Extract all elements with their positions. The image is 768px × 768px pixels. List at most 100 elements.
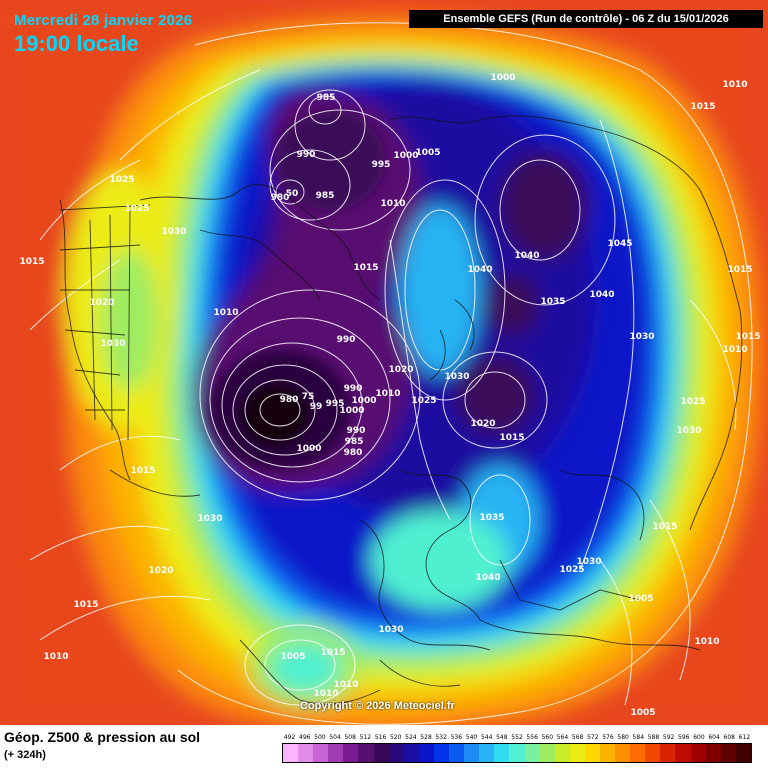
pressure-label: 1015: [735, 332, 760, 342]
pressure-label: 1035: [540, 297, 565, 307]
pressure-label: 1000: [339, 406, 364, 416]
pressure-label: 1015: [690, 102, 715, 112]
color-scale-value: 608: [723, 734, 735, 741]
color-scale-swatch: [358, 744, 374, 762]
pressure-label: 1010: [43, 652, 68, 662]
pressure-label: 1015: [19, 257, 44, 267]
pressure-label: 1000: [296, 444, 321, 454]
pressure-label: 1040: [467, 265, 492, 275]
pressure-label: 1025: [559, 565, 584, 575]
color-scale-value: 492: [283, 734, 296, 741]
color-scale-swatch: [373, 744, 389, 762]
pressure-label: 1005: [280, 652, 305, 662]
color-scale-swatch: [645, 744, 661, 762]
pressure-label: 985: [316, 191, 335, 201]
pressure-label: 1030: [576, 557, 601, 567]
pressure-label: 75: [302, 392, 315, 402]
pressure-label: 1010: [380, 199, 405, 209]
pressure-label: 995: [372, 160, 391, 170]
color-scale-value: 512: [359, 734, 372, 741]
color-scale-swatch: [403, 744, 419, 762]
pressure-label: 1015: [130, 466, 155, 476]
coastlines: [59, 115, 743, 705]
pressure-label: 1030: [629, 332, 654, 342]
pressure-label: 1020: [388, 365, 413, 375]
color-scale-value: 596: [678, 734, 690, 741]
color-scale-swatch: [690, 744, 706, 762]
color-scale-value: 592: [662, 734, 675, 741]
color-scale-swatch: [283, 744, 299, 762]
pressure-label: 1015: [73, 600, 98, 610]
color-scale-swatch: [494, 744, 510, 762]
pressure-label: 1040: [589, 290, 614, 300]
color-scale-value: 552: [511, 734, 523, 741]
pressure-label: 1010: [313, 689, 338, 699]
pressure-label: 1025: [124, 204, 149, 214]
color-scale-swatch: [479, 744, 495, 762]
color-scale-value: 504: [329, 734, 341, 741]
color-scale-value: 540: [465, 734, 478, 741]
pressure-label: 1010: [375, 389, 400, 399]
color-scale-swatch: [449, 744, 465, 762]
pressure-label: 1010: [722, 345, 747, 355]
pressure-label: 1030: [197, 514, 222, 524]
color-scale-value: 576: [602, 734, 614, 741]
copyright-text: Copyright © 2026 Meteociel.fr: [300, 700, 455, 712]
color-scale-value: 500: [314, 734, 326, 741]
color-scale-value: 544: [480, 734, 493, 741]
color-scale-value: 588: [647, 734, 660, 741]
pressure-label: 1015: [353, 263, 378, 273]
pressure-label: 1025: [680, 397, 705, 407]
color-scale-value: 604: [708, 734, 720, 741]
weather-map: 1010 1015 1000 985 990 995 1005 1000 980 50 985 101…: [0, 0, 768, 725]
pressure-label: 985: [345, 437, 364, 447]
pressure-label: 1030: [378, 625, 403, 635]
pressure-label: 50: [286, 189, 299, 199]
color-scale-swatch: [464, 744, 480, 762]
pressure-label: 1000: [351, 396, 376, 406]
color-scale-value: 516: [374, 734, 387, 741]
forecast-date: Mercredi 28 janvier 2026: [14, 12, 193, 29]
color-scale-swatch: [539, 744, 555, 762]
pressure-label: 990: [344, 384, 363, 394]
color-scale-swatch: [615, 744, 631, 762]
pressure-label: 1015: [727, 265, 752, 275]
color-scale-value: 612: [738, 734, 751, 741]
color-scale-swatch: [584, 744, 600, 762]
color-scale-swatch: [388, 744, 404, 762]
pressure-label: 1030: [444, 372, 469, 382]
pressure-label: 1025: [109, 175, 134, 185]
pressure-label: 1035: [479, 513, 504, 523]
color-scale-swatch: [720, 744, 736, 762]
pressure-label: 1025: [411, 396, 436, 406]
color-scale-legend: 492 496 500 504 508 512 516 520 524 528 532 536 540 5…: [282, 734, 752, 763]
pressure-label: 990: [337, 335, 356, 345]
color-scale-value: 600: [693, 734, 705, 741]
color-scale-labels: 492 496 500 504 508 512 516 520 524 528 532 536 540 5…: [282, 734, 752, 743]
pressure-label: 1015: [499, 433, 524, 443]
color-scale-value: 556: [526, 734, 538, 741]
pressure-label: 990: [347, 426, 366, 436]
color-scale-swatch: [554, 744, 570, 762]
pressure-label: 1005: [628, 594, 653, 604]
pressure-label: 1030: [100, 339, 125, 349]
pressure-label: 1000: [490, 73, 515, 83]
color-scale-value: 520: [389, 734, 402, 741]
color-scale-swatch: [599, 744, 616, 762]
color-scale-swatch: [509, 744, 525, 762]
color-scale-value: 536: [450, 734, 463, 741]
lead-time: (+ 324h): [4, 749, 46, 761]
pressure-label: 980: [271, 193, 290, 203]
forecast-time: 19:00 locale: [14, 31, 139, 56]
pressure-label: 1015: [652, 522, 677, 532]
color-scale-swatch: [675, 744, 691, 762]
pressure-label: 1030: [161, 227, 186, 237]
pressure-label: 1000: [393, 151, 418, 161]
color-scale-swatch: [328, 744, 344, 762]
pressure-label: 980: [280, 395, 299, 405]
pressure-label: 1030: [676, 426, 701, 436]
color-scale-value: 548: [496, 734, 508, 741]
pressure-label: 1020: [89, 298, 114, 308]
